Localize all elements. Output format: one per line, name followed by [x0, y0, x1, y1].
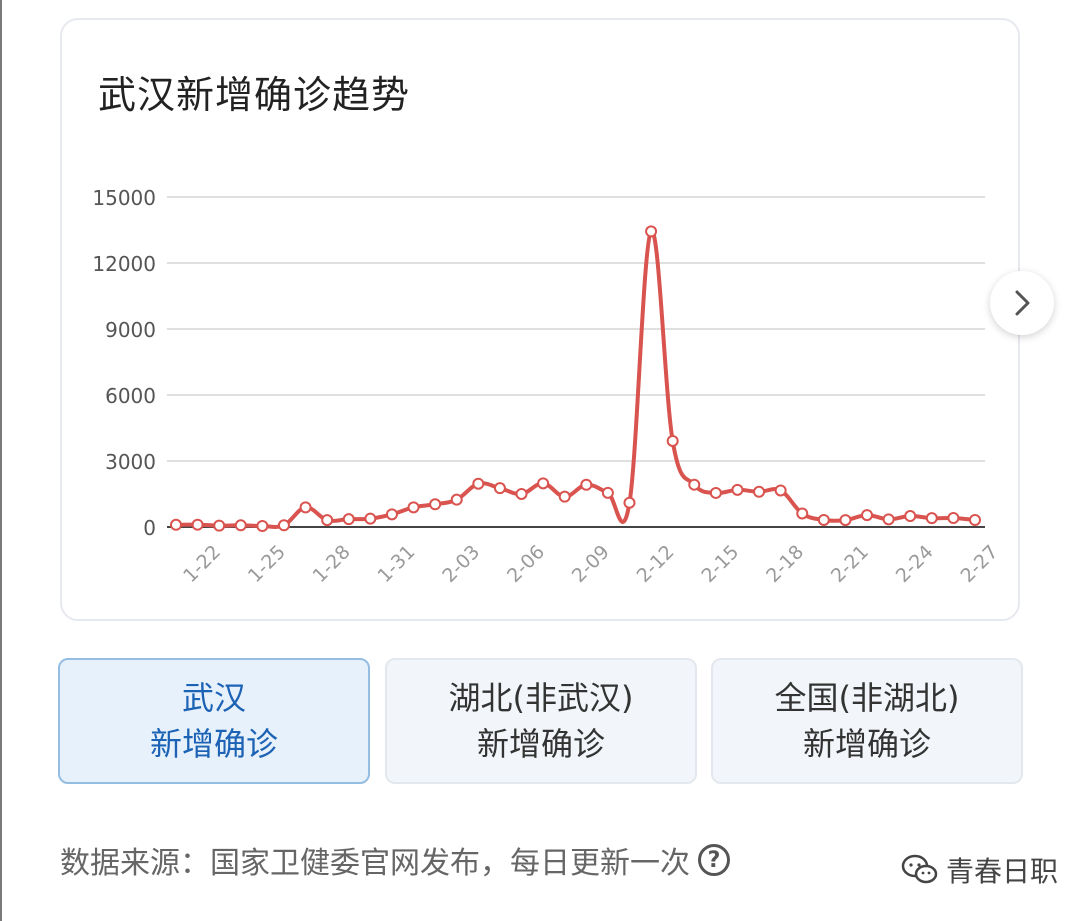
data-point [558, 490, 571, 503]
data-point [623, 496, 636, 509]
data-point [969, 514, 981, 527]
data-point [407, 501, 420, 514]
data-point [839, 514, 852, 527]
x-tick-label: 1-28 [309, 541, 355, 587]
data-point [537, 477, 550, 490]
data-point [321, 514, 334, 527]
data-point [580, 478, 593, 491]
tab-hubei-line2: 新增确诊 [476, 725, 605, 763]
data-point [774, 484, 787, 497]
x-tick-label: 2-21 [827, 541, 873, 587]
x-tick-label: 2-06 [503, 541, 549, 587]
tab-national-line2: 新增确诊 [802, 725, 931, 763]
data-point [904, 510, 917, 523]
data-point [925, 512, 938, 525]
data-point [493, 482, 506, 495]
tab-national-line1: 全国(非湖北) [774, 679, 960, 717]
data-point [170, 518, 182, 531]
tab-wuhan-line2: 新增确诊 [149, 725, 278, 763]
data-point [256, 519, 269, 532]
data-source-footer: 数据来源：国家卫健委官网发布，每日更新一次 ? [60, 838, 730, 882]
data-point [861, 509, 874, 522]
trend-chart: 0 3000 6000 9000 12000 15000 1-22 1-25 1-28 1-31 2… [92, 186, 1002, 587]
data-source-text: 数据来源：国家卫健委官网发布，每日更新一次 [60, 846, 690, 881]
x-tick-label: 2-03 [438, 541, 484, 587]
chevron-right-icon [1015, 290, 1030, 316]
data-point [342, 513, 355, 526]
tab-national-non-hubei[interactable]: 全国(非湖北) 新增确诊 [711, 658, 1023, 784]
data-point [688, 478, 701, 491]
y-tick-label: 0 [143, 516, 156, 540]
y-tick-label: 3000 [105, 450, 156, 474]
data-point [191, 518, 204, 531]
page-edge [0, 0, 2, 921]
data-point [882, 513, 895, 526]
chart-title: 武汉新增确诊趋势 [98, 73, 411, 117]
data-point [277, 519, 290, 532]
series-line [174, 229, 977, 529]
data-point [385, 508, 398, 521]
data-point [645, 225, 658, 238]
data-point [472, 477, 485, 490]
x-tick-label: 1-22 [179, 541, 225, 587]
data-point [709, 486, 722, 499]
x-tick-label: 1-31 [373, 541, 419, 587]
y-tick-label: 15000 [92, 186, 156, 210]
watermark-text: 青春日职 [946, 855, 1059, 888]
x-tick-label: 2-15 [697, 541, 743, 587]
x-tick-label: 2-09 [568, 541, 614, 587]
data-point [450, 493, 463, 506]
x-tick-label: 2-27 [956, 541, 1002, 587]
data-point [364, 512, 377, 525]
x-tick-label: 2-24 [892, 541, 938, 587]
data-point [601, 486, 614, 499]
x-tick-label: 2-18 [762, 541, 808, 587]
y-tick-label: 12000 [92, 252, 156, 276]
tab-wuhan-line1: 武汉 [181, 679, 246, 717]
wechat-icon [901, 854, 938, 884]
x-tick-label: 2-12 [633, 541, 679, 587]
x-tick-label: 1-25 [244, 541, 290, 587]
data-point [213, 519, 226, 532]
data-point [947, 512, 960, 525]
data-point [817, 513, 830, 526]
watermark: 青春日职 [900, 850, 1058, 890]
data-point [429, 498, 442, 511]
data-point [731, 483, 744, 496]
data-point [796, 507, 809, 520]
region-tabs: 武汉 新增确诊 湖北(非武汉) 新增确诊 全国(非湖北) 新增确诊 [58, 658, 1024, 786]
next-chart-button[interactable] [990, 271, 1054, 335]
y-tick-label: 6000 [105, 384, 156, 408]
tab-wuhan[interactable]: 武汉 新增确诊 [58, 658, 370, 784]
data-point [666, 434, 679, 447]
data-point [299, 501, 312, 514]
data-point [753, 485, 766, 498]
help-icon[interactable]: ? [698, 844, 730, 876]
tab-hubei-non-wuhan[interactable]: 湖北(非武汉) 新增确诊 [385, 658, 697, 784]
data-point [515, 487, 528, 500]
tab-hubei-line1: 湖北(非武汉) [448, 679, 634, 717]
data-point [234, 519, 247, 532]
y-tick-label: 9000 [105, 318, 156, 342]
